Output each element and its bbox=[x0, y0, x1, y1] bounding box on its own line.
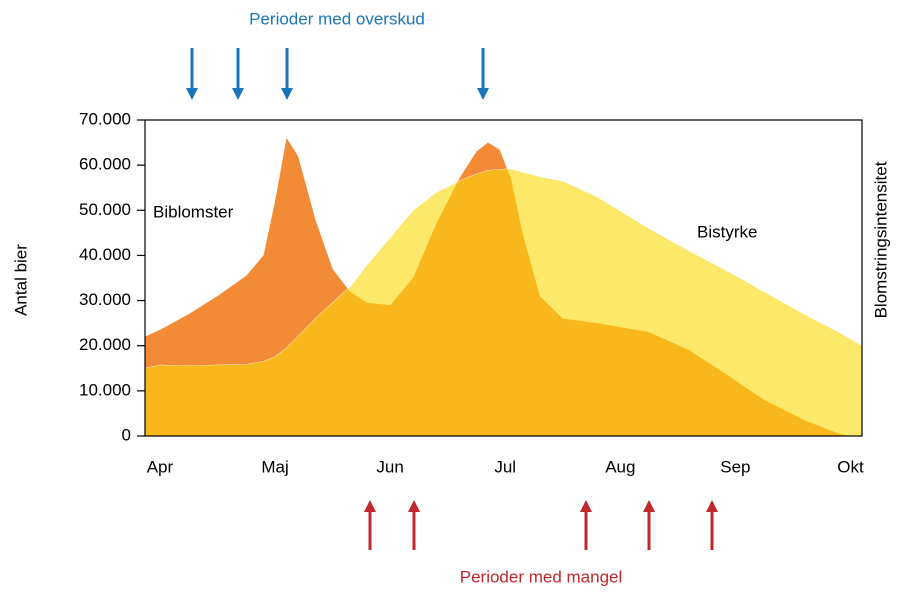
y-tick-label: 40.000 bbox=[79, 245, 131, 264]
x-tick-label: Apr bbox=[147, 457, 174, 476]
x-tick-label: Sep bbox=[720, 457, 750, 476]
y2-axis-label: Blomstringsintensitet bbox=[871, 161, 890, 318]
series-label: Bistyrke bbox=[697, 222, 757, 241]
y-tick-label: 10.000 bbox=[79, 380, 131, 399]
y-tick-label: 50.000 bbox=[79, 200, 131, 219]
overlap-area bbox=[145, 168, 862, 436]
y-tick-label: 30.000 bbox=[79, 290, 131, 309]
y-tick-label: 0 bbox=[122, 425, 131, 444]
x-tick-label: Jun bbox=[376, 457, 403, 476]
y-tick-label: 20.000 bbox=[79, 335, 131, 354]
y-tick-label: 60.000 bbox=[79, 155, 131, 174]
x-tick-label: Aug bbox=[605, 457, 635, 476]
plot-areas bbox=[144, 138, 863, 437]
shortage-arrows bbox=[364, 500, 718, 550]
series-label: Biblomster bbox=[153, 202, 234, 221]
annotation: Perioder med mangel bbox=[460, 567, 623, 586]
y-tick-label: 70.000 bbox=[79, 109, 131, 128]
y-axis-label: Antal bier bbox=[11, 244, 30, 316]
x-tick-label: Jul bbox=[494, 457, 516, 476]
plot-frame bbox=[144, 119, 863, 437]
x-tick-label: Maj bbox=[261, 457, 288, 476]
x-tick-label: Okt bbox=[837, 457, 864, 476]
annotation: Perioder med overskud bbox=[249, 9, 425, 28]
surplus-arrows bbox=[186, 48, 489, 100]
